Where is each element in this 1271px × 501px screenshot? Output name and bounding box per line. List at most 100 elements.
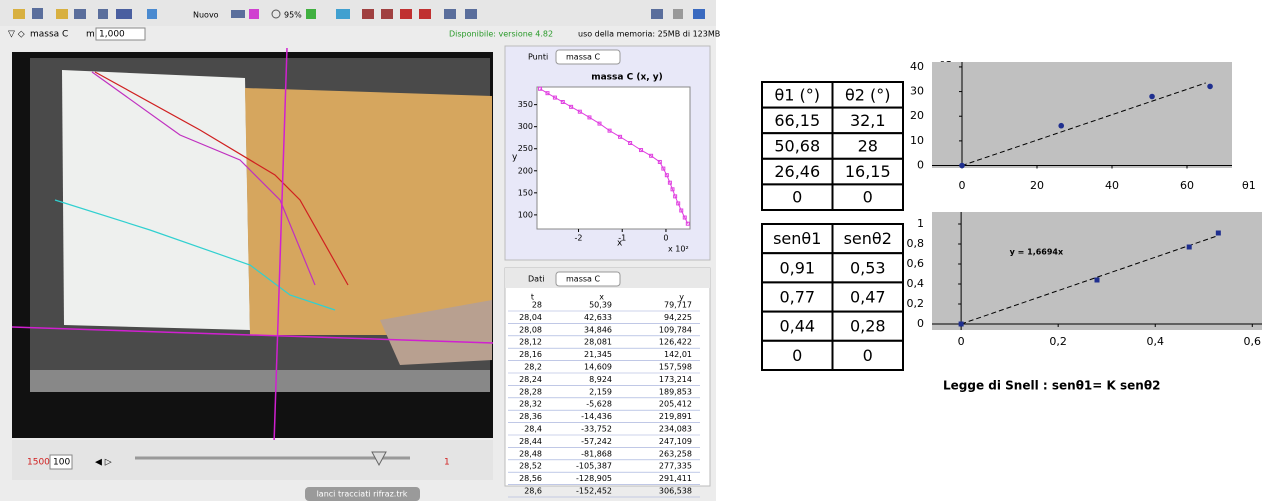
cell: 28,48 — [519, 449, 542, 458]
cell: 28,04 — [519, 313, 542, 322]
save-icon[interactable] — [32, 8, 43, 19]
screen: Nuovo 95% ▽ ◇ massa C m 1,000 Disponibil… — [0, 0, 1271, 501]
mass-value[interactable]: 1,000 — [99, 30, 125, 40]
table-text: 0 — [792, 346, 802, 365]
refresh-icon[interactable] — [693, 9, 705, 19]
cell: 28,44 — [519, 437, 542, 446]
cell: 306,538 — [659, 487, 692, 496]
cell: 50,39 — [589, 301, 612, 310]
cell: 28,16 — [519, 350, 542, 359]
cell: 291,411 — [659, 474, 692, 483]
cell: 94,225 — [664, 313, 692, 322]
plot-track[interactable]: massa C — [566, 53, 600, 62]
acc-icon[interactable] — [419, 9, 431, 19]
play-buttons[interactable]: ◀ ▷ — [95, 458, 112, 468]
new-button[interactable]: Nuovo — [193, 11, 219, 20]
notes-icon[interactable] — [651, 9, 663, 19]
x-tick-label: 20 — [1030, 179, 1044, 192]
axes-icon[interactable] — [147, 9, 157, 19]
table-text: 16,15 — [845, 162, 891, 181]
cell: 28,52 — [519, 462, 542, 471]
table-text: 32,1 — [850, 111, 886, 130]
step-icon[interactable] — [336, 9, 350, 19]
cell: 28,08 — [519, 325, 542, 334]
memory-status: uso della memoria: 25MB di 123MB — [578, 30, 720, 39]
point — [959, 163, 965, 169]
cell: -105,387 — [576, 462, 612, 471]
point — [1058, 123, 1064, 129]
label-icon[interactable] — [381, 9, 393, 19]
plot-title: massa C (x, y) — [591, 73, 663, 83]
track-icon[interactable] — [249, 9, 259, 19]
table-text: 0,47 — [850, 288, 886, 307]
step-icon[interactable] — [306, 9, 316, 19]
cell: 189,853 — [659, 387, 692, 396]
page-icon[interactable] — [673, 9, 683, 19]
cell: -33,752 — [581, 425, 612, 434]
plot-area — [932, 212, 1262, 330]
cell: 247,109 — [659, 437, 692, 446]
cell: 42,633 — [584, 313, 612, 322]
import-icon[interactable] — [56, 9, 68, 19]
x-tick-label: 0,4 — [1146, 335, 1164, 348]
y-tick-label: 150 — [518, 188, 533, 197]
cell: 28,6 — [524, 487, 542, 496]
cell: 157,598 — [659, 363, 692, 372]
track-menu-icon[interactable]: ▽ ◇ — [8, 30, 25, 40]
cell: 28,36 — [519, 412, 542, 421]
zoom-level[interactable]: 95% — [284, 11, 302, 20]
cell: 219,891 — [659, 412, 692, 421]
cell: 2,159 — [589, 387, 612, 396]
trail-icon[interactable] — [362, 9, 374, 19]
cell: 28,28 — [519, 387, 542, 396]
cell: -14,436 — [581, 412, 612, 421]
track-name[interactable]: massa C — [30, 30, 68, 40]
cell: 126,422 — [659, 338, 692, 347]
calib-icon[interactable] — [116, 9, 132, 19]
table-text: senθ1 — [773, 229, 821, 248]
cell: 28,2 — [524, 363, 542, 372]
y-tick-label: 0,6 — [907, 257, 925, 270]
y-tick-label: 300 — [518, 122, 533, 131]
y-tick-label: 30 — [910, 85, 924, 98]
track-icon[interactable] — [231, 10, 245, 18]
page: Nuovo 95% ▽ ◇ massa C m 1,000 Disponibil… — [0, 0, 1271, 501]
cell: 28,24 — [519, 375, 542, 384]
clip-icon[interactable] — [98, 9, 108, 19]
cell: 28,12 — [519, 338, 542, 347]
cell: 8,924 — [589, 375, 612, 384]
cell: 28 — [532, 301, 542, 310]
data-track[interactable]: massa C — [566, 275, 600, 284]
vel-icon[interactable] — [400, 9, 412, 19]
cell: 234,083 — [659, 425, 692, 434]
open-icon[interactable] — [13, 9, 25, 19]
player-bar — [12, 440, 493, 480]
window-tab-title[interactable]: lanci tracciati rifraz.trk — [317, 490, 408, 499]
point — [1216, 231, 1221, 236]
cell: 28,32 — [519, 400, 542, 409]
table-text: θ2 (°) — [845, 85, 891, 104]
table-text: θ1 (°) — [774, 85, 820, 104]
table-text: 0 — [863, 188, 873, 207]
fx-icon[interactable] — [444, 9, 456, 19]
cell: 14,609 — [584, 363, 612, 372]
step-size[interactable]: 100 — [53, 458, 70, 468]
cell: 205,412 — [659, 400, 692, 409]
table-text: 0,28 — [850, 317, 886, 336]
update-notice[interactable]: Disponibile: versione 4.82 — [449, 30, 553, 39]
cell: 173,214 — [659, 375, 692, 384]
ruler — [30, 370, 490, 392]
table-text: 0 — [792, 188, 802, 207]
export-icon[interactable] — [74, 9, 86, 19]
fx-icon[interactable] — [465, 9, 477, 19]
x-tick-label: -1 — [618, 234, 626, 243]
plot-area — [932, 62, 1232, 168]
plot-view[interactable]: Punti — [528, 53, 548, 62]
cell: -81,868 — [581, 449, 612, 458]
x-tick-label: -2 — [575, 234, 583, 243]
table-text: 0,44 — [779, 317, 815, 336]
table-text: 0,91 — [779, 258, 815, 277]
y-tick-label: 100 — [518, 210, 533, 219]
data-view[interactable]: Dati — [528, 275, 544, 284]
plot-area — [537, 87, 690, 229]
